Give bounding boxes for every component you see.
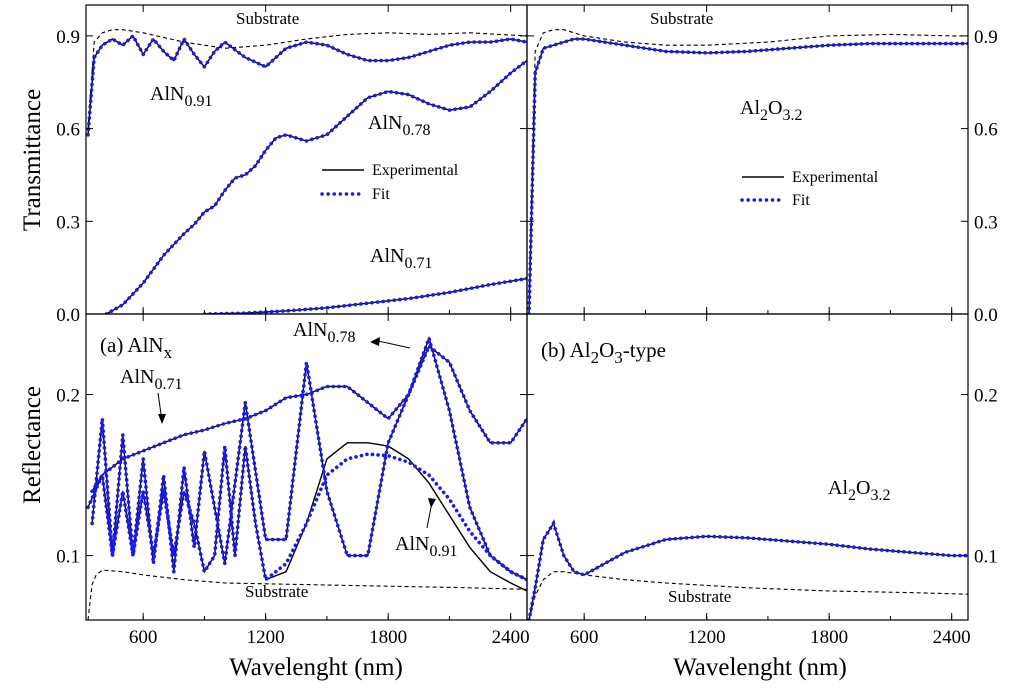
y-tick-label: 0.2 — [974, 386, 998, 407]
y-tick-label: 0.9 — [974, 27, 998, 48]
aln091-label: AlN0.91 — [150, 83, 212, 110]
series-al2o3-2-fit — [527, 519, 968, 620]
x-tick-label: 1800 — [369, 627, 407, 648]
ylabel-reflectance: Reflectance — [19, 386, 46, 504]
x-tick-label: 1200 — [688, 627, 726, 648]
y-tick-label: 0.3 — [974, 212, 998, 233]
series-substrate — [87, 29, 527, 129]
plot-area — [86, 332, 527, 620]
series-aln0-78-experimental — [91, 335, 527, 581]
aln078-label-refl: AlN0.78 — [293, 319, 355, 346]
reflectance-right-panel: 600 1200 1800 2400 0.1 0.2 — [527, 314, 998, 648]
y-tick-label: 0.0 — [56, 305, 80, 326]
xlabel-right: Wavelenght (nm) — [673, 654, 847, 681]
series-substrate — [528, 571, 968, 620]
series-aln0-78-fit — [104, 58, 527, 314]
x-tick-label: 1800 — [810, 627, 848, 648]
transmittance-right-panel: 0.0 0.3 0.6 0.9 — [527, 5, 998, 326]
frame-top-left — [85, 4, 528, 315]
frame-bottom-right — [526, 313, 969, 621]
x-tick-label: 2400 — [933, 627, 971, 648]
series-al2o3-2-fit — [527, 37, 968, 314]
legend-right: Experimental Fit — [740, 169, 879, 209]
series-aln0-78-fit — [90, 332, 527, 582]
x-tick-label: 2400 — [492, 627, 530, 648]
plot-area — [86, 29, 527, 314]
series-aln0-71-experimental — [204, 277, 527, 314]
x-tick-label: 600 — [570, 627, 599, 648]
substrate-label-bottom-left: Substrate — [245, 582, 308, 601]
y-tick-label: 0.1 — [56, 547, 80, 568]
y-tick-label: 0.2 — [56, 386, 80, 407]
series-aln0-71-fit — [202, 276, 527, 314]
legend-experimental-label-right: Experimental — [792, 169, 879, 186]
legend-fit-label-right: Fit — [792, 192, 810, 209]
series-aln0-91-fit — [90, 445, 527, 583]
series-substrate — [528, 29, 968, 299]
al2o3-label-bottom: Al2O3.2 — [828, 477, 890, 504]
y-tick-label: 0.3 — [56, 212, 80, 233]
aln091-arrowhead — [428, 498, 436, 508]
substrate-label-top-right: Substrate — [650, 9, 713, 28]
series-aln0-91-fit — [86, 33, 527, 137]
series-substrate — [87, 569, 527, 620]
aln071-label: AlN0.71 — [370, 245, 432, 272]
al2o3-label-top: Al2O3.2 — [740, 97, 802, 124]
xlabel-left: Wavelenght (nm) — [229, 654, 403, 681]
y-tick-label: 0.6 — [56, 120, 80, 141]
substrate-label-bottom-right: Substrate — [668, 587, 731, 606]
y-tick-label: 0.9 — [56, 27, 80, 48]
substrate-label-top-left: Substrate — [236, 9, 299, 28]
ylabel-transmittance: Transmittance — [19, 89, 46, 231]
aln071-arrowhead — [158, 414, 166, 424]
x-tick-label: 1200 — [247, 627, 285, 648]
aln078-arrow — [377, 340, 411, 349]
plot-area — [527, 519, 968, 620]
plot-area — [527, 29, 968, 314]
legend-left: Experimental Fit — [320, 162, 459, 203]
panel-a-tag: (a) AlNx — [100, 333, 173, 362]
legend-fit-label: Fit — [372, 186, 390, 203]
y-tick-label: 0.0 — [974, 305, 998, 326]
x-tick-label: 600 — [129, 627, 158, 648]
y-tick-label: 0.1 — [974, 547, 998, 568]
aln091-label-refl: AlN0.91 — [395, 533, 457, 560]
panel-b-tag: (b) Al2O3-type — [541, 338, 666, 367]
y-tick-label: 0.6 — [974, 120, 998, 141]
aln078-arrowhead — [370, 337, 380, 346]
reflectance-left-panel: 600 1200 1800 2400 0.1 0.2 — [56, 314, 530, 648]
legend-experimental-label: Experimental — [372, 162, 459, 179]
series-aln0-71-fit — [86, 343, 527, 510]
aln078-label: AlN0.78 — [368, 112, 430, 139]
aln071-label-refl: AlN0.71 — [120, 366, 182, 393]
